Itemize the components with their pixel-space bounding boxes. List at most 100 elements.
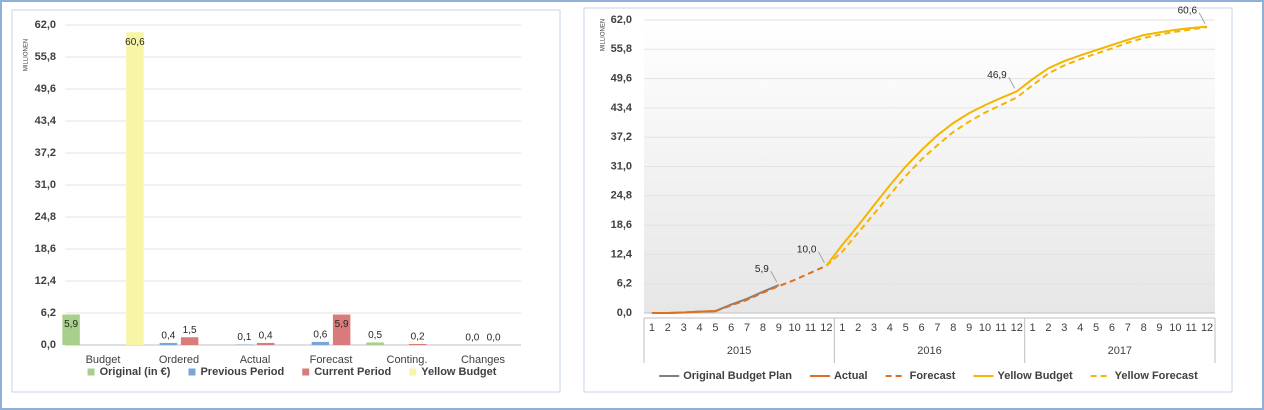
x-tick-label: 1 bbox=[1030, 322, 1036, 334]
data-label: 0,6 bbox=[313, 330, 327, 341]
line bbox=[651, 310, 716, 314]
x-tick-label: 3 bbox=[871, 322, 877, 334]
legend-label: Yellow Budget bbox=[421, 366, 497, 378]
left-panel bbox=[11, 9, 561, 393]
x-tick-label: 8 bbox=[760, 322, 766, 334]
x-tick-label: 3 bbox=[1061, 322, 1067, 334]
legend-label: Actual bbox=[834, 370, 868, 382]
y-tick-label: 55,8 bbox=[35, 51, 56, 63]
leader-line bbox=[1198, 12, 1206, 24]
x-tick-label: 2 bbox=[665, 322, 671, 334]
x-tick-label: 7 bbox=[934, 322, 940, 334]
x-group-label: 2015 bbox=[727, 345, 751, 357]
y-tick-label: 18,6 bbox=[35, 243, 56, 255]
data-label: 0,0 bbox=[487, 333, 501, 344]
bar bbox=[332, 314, 351, 345]
y-tick-label: 0,0 bbox=[41, 339, 56, 351]
y-tick-label: 49,6 bbox=[611, 73, 632, 85]
y-tick-label: 12,4 bbox=[35, 275, 57, 287]
x-group-label: 2017 bbox=[1108, 345, 1132, 357]
data-label: 0,5 bbox=[368, 330, 382, 341]
legend-label: Yellow Budget bbox=[997, 370, 1073, 382]
x-tick-label: Changes bbox=[461, 354, 506, 366]
y-tick-label: 24,8 bbox=[35, 211, 56, 223]
x-tick-label: 12 bbox=[1011, 322, 1023, 334]
x-tick-label: 10 bbox=[789, 322, 801, 334]
leader-line bbox=[817, 251, 825, 263]
x-tick-label: 9 bbox=[776, 322, 782, 334]
data-label: 5,9 bbox=[64, 319, 78, 330]
leader-line bbox=[1008, 77, 1016, 89]
x-tick-label: 6 bbox=[1109, 322, 1115, 334]
x-tick-label: 9 bbox=[1156, 322, 1162, 334]
x-tick-label: 11 bbox=[995, 322, 1006, 334]
x-tick-label: 12 bbox=[820, 322, 832, 334]
bar bbox=[366, 342, 384, 345]
y-tick-label: 43,4 bbox=[611, 102, 633, 114]
legend-swatch bbox=[302, 368, 310, 376]
bar bbox=[311, 341, 330, 345]
x-tick-label: 10 bbox=[979, 322, 991, 334]
line bbox=[825, 26, 1208, 267]
y-tick-label: 49,6 bbox=[35, 83, 56, 95]
x-tick-label: 2 bbox=[1045, 322, 1051, 334]
x-tick-label: 8 bbox=[1141, 322, 1147, 334]
x-tick-label: 10 bbox=[1169, 322, 1181, 334]
data-label: 5,9 bbox=[335, 319, 349, 330]
x-tick-label: 11 bbox=[1185, 322, 1196, 334]
x-tick-label: 5 bbox=[712, 322, 718, 334]
x-tick-label: 9 bbox=[966, 322, 972, 334]
x-tick-label: 2 bbox=[855, 322, 861, 334]
data-label: 60,6 bbox=[1178, 5, 1198, 16]
data-label: 0,2 bbox=[411, 332, 425, 343]
bar bbox=[126, 32, 144, 346]
bar bbox=[180, 337, 199, 345]
bar bbox=[159, 342, 178, 345]
leader-line bbox=[770, 270, 778, 283]
legend-label: Current Period bbox=[314, 366, 391, 378]
y-tick-label: 31,0 bbox=[35, 179, 56, 191]
data-label: 60,6 bbox=[125, 37, 145, 48]
y-tick-label: 18,6 bbox=[611, 219, 632, 231]
axis-title: MILLIONEN bbox=[601, 19, 607, 51]
data-label: 0,4 bbox=[161, 331, 175, 342]
x-tick-label: 4 bbox=[887, 322, 893, 334]
legend-swatch bbox=[188, 368, 196, 376]
data-label: 0,1 bbox=[237, 332, 251, 343]
x-tick-label: 5 bbox=[1093, 322, 1099, 334]
bar bbox=[62, 314, 80, 345]
x-tick-label: 1 bbox=[839, 322, 845, 334]
x-tick-label: 6 bbox=[728, 322, 734, 334]
line bbox=[825, 25, 1208, 267]
x-tick-label: Forecast bbox=[310, 354, 353, 366]
x-tick-label: 12 bbox=[1201, 322, 1213, 334]
bar bbox=[256, 342, 275, 345]
x-group-label: 2016 bbox=[917, 345, 941, 357]
y-tick-label: 37,2 bbox=[611, 131, 632, 143]
y-tick-label: 6,2 bbox=[41, 307, 56, 319]
y-tick-label: 12,4 bbox=[611, 248, 633, 260]
axis-title: MILLIONEN bbox=[24, 39, 30, 71]
y-tick-label: 37,2 bbox=[35, 147, 56, 159]
data-label: 0,4 bbox=[259, 331, 273, 342]
legend-label: Forecast bbox=[910, 370, 956, 382]
y-tick-label: 62,0 bbox=[611, 14, 632, 26]
x-tick-label: Ordered bbox=[159, 354, 199, 366]
y-tick-label: 0,0 bbox=[617, 307, 632, 319]
y-tick-label: 55,8 bbox=[611, 43, 632, 55]
legend-swatch bbox=[87, 368, 95, 376]
x-tick-label: 6 bbox=[919, 322, 925, 334]
legend-label: Original Budget Plan bbox=[683, 370, 792, 382]
x-tick-label: 4 bbox=[1077, 322, 1083, 334]
legend-label: Previous Period bbox=[200, 366, 284, 378]
bar bbox=[235, 344, 254, 345]
x-tick-label: 1 bbox=[649, 322, 655, 334]
legend-label: Original (in €) bbox=[100, 366, 171, 378]
x-tick-label: 7 bbox=[744, 322, 750, 334]
data-label: 1,5 bbox=[183, 325, 197, 336]
x-tick-label: Actual bbox=[240, 354, 271, 366]
y-tick-label: 6,2 bbox=[617, 278, 632, 290]
bar bbox=[408, 343, 427, 345]
y-tick-label: 43,4 bbox=[35, 115, 57, 127]
